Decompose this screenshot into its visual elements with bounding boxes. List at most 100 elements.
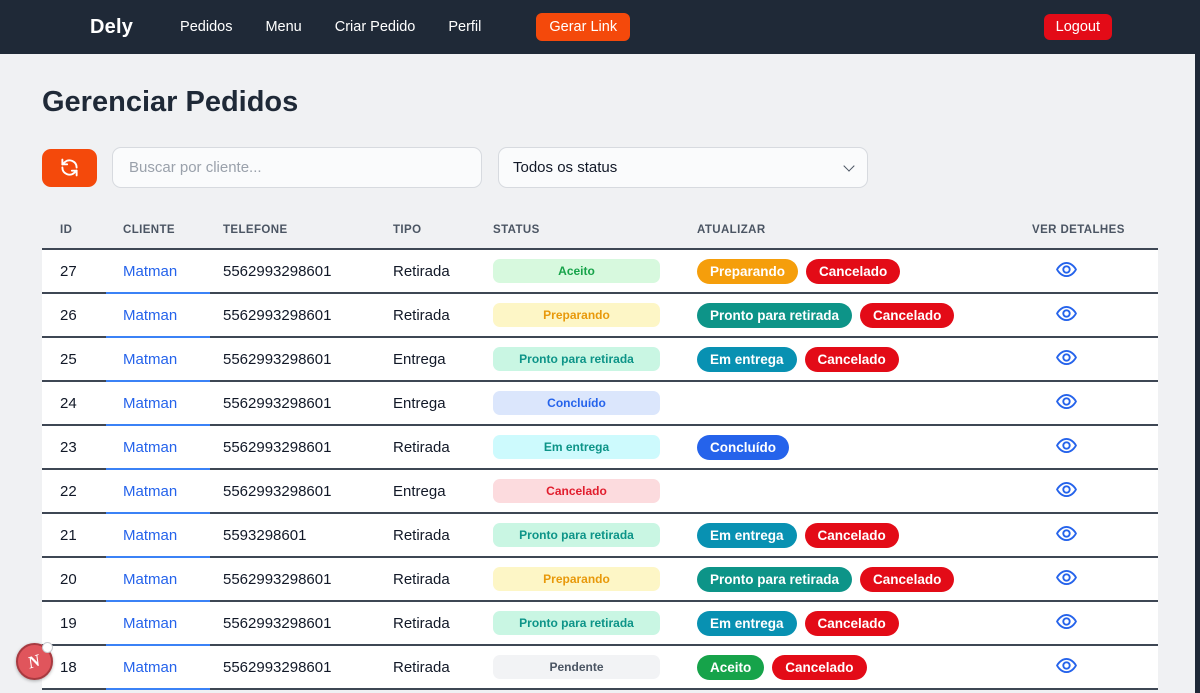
floating-n-badge[interactable]: N (16, 642, 53, 680)
table-row: 25 Matman 5562993298601 Entrega Pronto para … (42, 337, 1158, 382)
action-button[interactable]: Pronto para retirada (697, 566, 853, 592)
order-status-cell: Concluído (480, 381, 679, 426)
status-badge: Pronto para retirada (493, 611, 660, 635)
order-id-cell: 18 (42, 645, 106, 690)
status-badge: Preparando (493, 303, 660, 327)
nav-item-criar-pedido[interactable]: Criar Pedido (334, 19, 416, 35)
order-actions-cell: Concluído (679, 425, 1014, 470)
action-button[interactable]: Cancelado (860, 566, 955, 592)
table-row: 19 Matman 5562993298601 Retirada Pronto para… (42, 601, 1158, 646)
order-phone-cell: 5562993298601 (210, 601, 380, 646)
action-button[interactable]: Cancelado (772, 654, 867, 680)
order-details-cell (1014, 645, 1158, 690)
order-client-cell: Matman (106, 513, 210, 558)
view-details-button[interactable] (1055, 261, 1078, 278)
client-link[interactable]: Matman (123, 482, 178, 500)
table-row: 24 Matman 5562993298601 Entrega Concluído (42, 381, 1158, 426)
header-status: STATUS (480, 214, 679, 250)
table-row: 18 Matman 5562993298601 Retirada Pendente Ace… (42, 645, 1158, 690)
order-status-cell: Pronto para retirada (480, 601, 679, 646)
order-details-cell (1014, 337, 1158, 382)
view-details-button[interactable] (1055, 657, 1078, 674)
eye-icon (1056, 305, 1077, 321)
action-button[interactable]: Cancelado (860, 302, 955, 328)
order-type-cell: Retirada (380, 601, 480, 646)
refresh-button[interactable] (42, 148, 97, 187)
order-details-cell (1014, 557, 1158, 602)
nav-item-pedidos[interactable]: Pedidos (180, 19, 233, 35)
orders-table: ID CLIENTE TELEFONE TIPO STATUS ATUALIZA… (42, 214, 1158, 690)
orders-table-head: ID CLIENTE TELEFONE TIPO STATUS ATUALIZA… (42, 214, 1158, 250)
view-details-button[interactable] (1055, 613, 1078, 630)
order-client-cell: Matman (106, 249, 210, 294)
order-phone-cell: 5562993298601 (210, 469, 380, 514)
order-client-cell: Matman (106, 425, 210, 470)
action-button[interactable]: Cancelado (806, 258, 901, 284)
action-button[interactable]: Em entrega (697, 522, 797, 548)
action-button[interactable]: Cancelado (804, 610, 899, 636)
order-id-cell: 27 (42, 249, 106, 294)
view-details-button[interactable] (1055, 525, 1078, 542)
logout-button[interactable]: Logout (1043, 14, 1112, 40)
status-filter-select[interactable]: Todos os status (498, 147, 868, 188)
eye-icon (1056, 569, 1077, 585)
client-link[interactable]: Matman (123, 306, 178, 324)
order-actions-cell (679, 469, 1014, 514)
order-phone-cell: 5562993298601 (210, 337, 380, 382)
eye-icon (1056, 613, 1077, 629)
header-tipo: TIPO (380, 214, 480, 250)
nav-item-perfil[interactable]: Perfil (448, 19, 482, 35)
action-button[interactable]: Em entrega (697, 346, 797, 372)
eye-icon (1056, 393, 1077, 409)
order-type-cell: Retirada (380, 645, 480, 690)
order-details-cell (1014, 601, 1158, 646)
view-details-button[interactable] (1055, 305, 1078, 322)
client-link[interactable]: Matman (123, 570, 178, 588)
table-row: 27 Matman 5562993298601 Retirada Aceito Prepa… (42, 249, 1158, 294)
order-id-cell: 22 (42, 469, 106, 514)
eye-icon (1056, 349, 1077, 365)
view-details-button[interactable] (1055, 437, 1078, 454)
order-actions-cell: Em entrega Cancelado (679, 337, 1014, 382)
client-link[interactable]: Matman (123, 262, 178, 280)
client-link[interactable]: Matman (123, 350, 178, 368)
view-details-button[interactable] (1055, 393, 1078, 410)
action-button[interactable]: Preparando (697, 258, 799, 284)
order-status-cell: Pendente (480, 645, 679, 690)
client-link[interactable]: Matman (123, 614, 178, 632)
action-button[interactable]: Cancelado (804, 522, 899, 548)
client-link[interactable]: Matman (123, 658, 178, 676)
action-button[interactable]: Cancelado (804, 346, 899, 372)
client-link[interactable]: Matman (123, 526, 178, 544)
action-button[interactable]: Em entrega (697, 610, 797, 636)
action-button[interactable]: Pronto para retirada (697, 302, 853, 328)
client-link[interactable]: Matman (123, 394, 178, 412)
view-details-button[interactable] (1055, 569, 1078, 586)
order-status-cell: Aceito (480, 249, 679, 294)
table-row: 21 Matman 5593298601 Retirada Pronto para re… (42, 513, 1158, 558)
order-phone-cell: 5562993298601 (210, 381, 380, 426)
nav-item-menu[interactable]: Menu (265, 19, 302, 35)
table-row: 26 Matman 5562993298601 Retirada Preparando P… (42, 293, 1158, 338)
gerar-link-button[interactable]: Gerar Link (536, 13, 631, 41)
brand-logo[interactable]: Dely (90, 15, 134, 38)
order-client-cell: Matman (106, 337, 210, 382)
status-badge: Pronto para retirada (493, 347, 660, 371)
order-id-cell: 23 (42, 425, 106, 470)
action-button[interactable]: Concluído (697, 434, 789, 460)
scrollbar[interactable] (1195, 0, 1200, 693)
search-input[interactable] (112, 147, 482, 188)
header-row: ID CLIENTE TELEFONE TIPO STATUS ATUALIZA… (42, 214, 1158, 250)
client-link[interactable]: Matman (123, 438, 178, 456)
order-id-cell: 25 (42, 337, 106, 382)
order-status-cell: Em entrega (480, 425, 679, 470)
view-details-button[interactable] (1055, 481, 1078, 498)
view-details-button[interactable] (1055, 349, 1078, 366)
table-row: 23 Matman 5562993298601 Retirada Em entrega C… (42, 425, 1158, 470)
order-status-cell: Preparando (480, 557, 679, 602)
action-button[interactable]: Aceito (697, 654, 765, 680)
order-phone-cell: 5593298601 (210, 513, 380, 558)
order-client-cell: Matman (106, 381, 210, 426)
order-actions-cell: Pronto para retirada Cancelado (679, 557, 1014, 602)
order-actions-cell: Em entrega Cancelado (679, 601, 1014, 646)
